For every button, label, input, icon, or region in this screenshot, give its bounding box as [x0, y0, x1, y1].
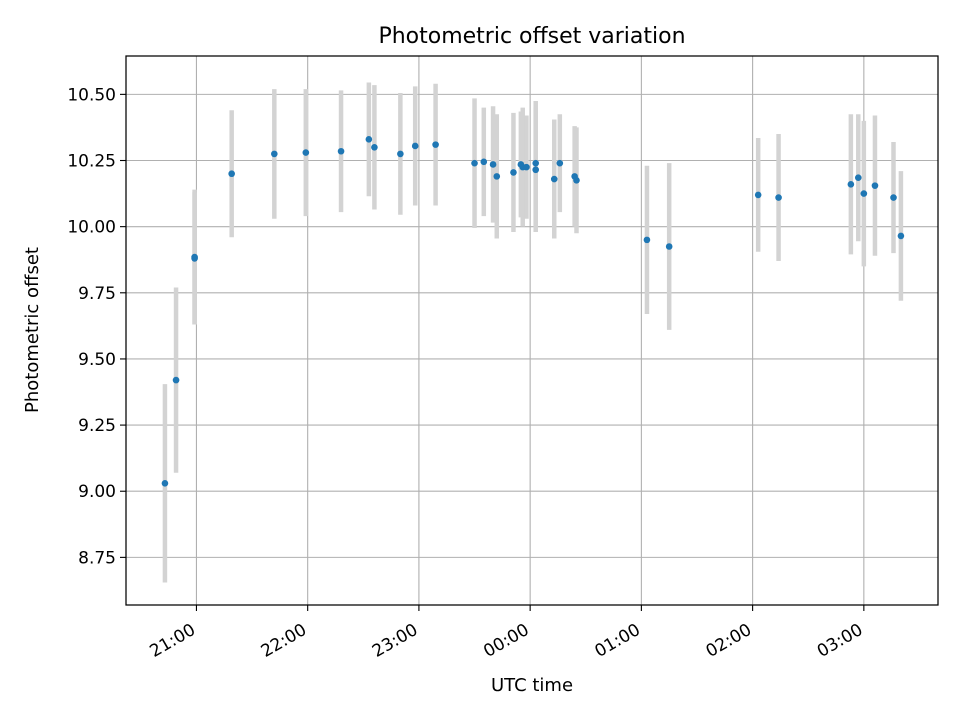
x-tick-label: 21:00 — [147, 620, 199, 662]
x-tick-label: 02:00 — [703, 620, 755, 662]
data-point — [532, 166, 540, 174]
x-tick-label: 03:00 — [814, 620, 866, 662]
data-point — [510, 169, 517, 176]
y-tick-label: 10.00 — [67, 218, 116, 238]
data-point — [302, 149, 310, 156]
data-points — [161, 136, 905, 487]
data-point — [871, 182, 879, 189]
x-tick-label: 22:00 — [258, 620, 310, 662]
chart-title: Photometric offset variation — [378, 24, 685, 49]
y-axis-ticks: 8.75 9.00 9.25 9.50 9.75 10.00 10.25 10.50 — [67, 85, 126, 568]
x-tick-label: 00:00 — [480, 620, 532, 662]
y-tick-label: 10.50 — [67, 85, 116, 105]
data-point — [665, 243, 673, 250]
data-point — [523, 163, 530, 171]
data-point — [890, 194, 897, 201]
data-point — [489, 161, 497, 168]
x-axis-label: UTC time — [491, 675, 573, 696]
data-point — [337, 147, 345, 155]
data-point — [191, 255, 198, 262]
y-tick-label: 9.75 — [78, 284, 116, 304]
data-point — [493, 173, 501, 180]
data-point — [480, 158, 488, 166]
data-point — [432, 141, 439, 148]
data-point — [897, 232, 905, 240]
data-point — [754, 191, 762, 199]
data-point — [573, 177, 580, 184]
x-tick-label: 01:00 — [591, 620, 643, 662]
data-point — [860, 190, 868, 197]
data-point — [411, 142, 419, 150]
data-point — [228, 170, 235, 178]
data-point — [471, 159, 478, 167]
data-point — [271, 150, 278, 158]
data-point — [397, 150, 404, 158]
y-tick-label: 9.25 — [78, 416, 116, 436]
y-tick-label: 9.50 — [78, 350, 116, 370]
data-point — [854, 174, 862, 182]
data-point — [365, 136, 373, 143]
y-tick-label: 9.00 — [78, 482, 116, 502]
grid — [126, 56, 938, 605]
data-point — [847, 181, 855, 188]
data-point — [556, 159, 564, 167]
data-point — [172, 376, 180, 384]
data-point — [371, 143, 378, 151]
y-axis-label: Photometric offset — [22, 247, 43, 413]
plot-frame — [125, 55, 939, 606]
data-point — [532, 159, 540, 167]
error-bars — [162, 82, 904, 583]
data-point — [643, 236, 651, 244]
data-point — [775, 194, 782, 201]
x-tick-label: 23:00 — [369, 620, 421, 662]
y-tick-label: 10.25 — [67, 152, 116, 172]
data-point — [550, 175, 558, 183]
data-point — [161, 479, 169, 487]
y-tick-label: 8.75 — [78, 548, 116, 568]
x-axis-ticks: 21:00 22:00 23:00 00:00 01:00 02:00 03:00 — [147, 605, 866, 662]
